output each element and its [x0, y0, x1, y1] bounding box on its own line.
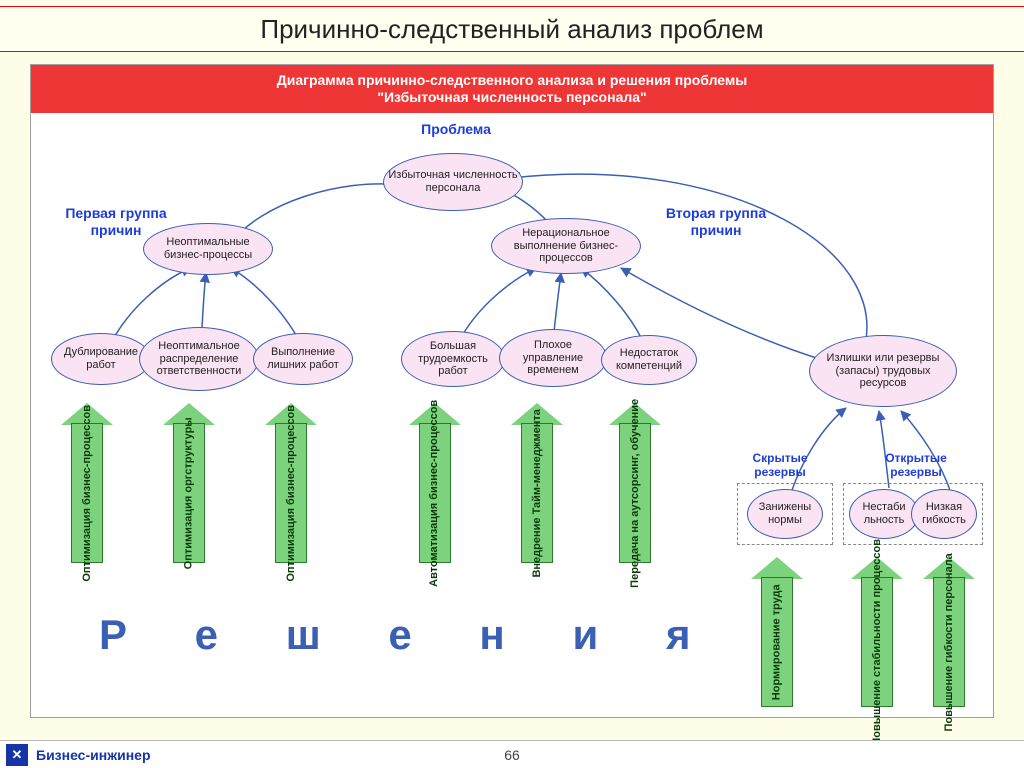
- footer-brand: Бизнес-инжинер: [36, 747, 151, 763]
- node-irrational: Нерациональное выполнение бизнес-процесс…: [491, 218, 641, 274]
- node-extra: Выполнение лишних работ: [253, 333, 353, 385]
- diagram-canvas: Проблема Первая группа причин Вторая гру…: [31, 113, 993, 717]
- arrow-automation: Автоматизация бизнес-процессов: [409, 403, 461, 563]
- node-dup: Дублирование работ: [51, 333, 151, 385]
- solutions-label: Р е ш е н и я: [99, 611, 718, 659]
- footer: ✕ Бизнес-инжинер 66: [0, 740, 1024, 768]
- node-norms: Занижены нормы: [747, 489, 823, 539]
- node-flex: Низкая гибкость: [911, 489, 977, 539]
- label-problem: Проблема: [401, 121, 511, 137]
- footer-page-number: 66: [504, 747, 520, 763]
- diagram-header: Диаграмма причинно-следственного анализа…: [31, 65, 993, 113]
- arrow-stability: Повышение стабильности процессов: [851, 557, 903, 707]
- arrow-outsourcing: Передача на аутсорсинг, обучение: [609, 403, 661, 563]
- label-open-reserves: Открытые резервы: [871, 451, 961, 480]
- slide: Причинно-следственный анализ проблем Диа…: [0, 0, 1024, 768]
- arrow-time-management: Внедрение Тайм-менеджмента: [511, 403, 563, 563]
- arrow-norming: Нормирование труда: [751, 557, 803, 707]
- arrow-flexibility: Повышение гибкости персонала: [923, 557, 975, 707]
- title-band: Причинно-следственный анализ проблем: [0, 6, 1024, 52]
- node-compet: Недостаток компетенций: [601, 335, 697, 385]
- footer-logo-icon: ✕: [6, 744, 28, 766]
- node-surplus: Излишки или резервы (запасы) трудовых ре…: [809, 335, 957, 407]
- header-line-2: "Избыточная численность персонала": [377, 89, 646, 107]
- node-root: Избыточная численность персонала: [383, 153, 523, 211]
- content-frame: Диаграмма причинно-следственного анализа…: [30, 64, 994, 718]
- label-group2: Вторая группа причин: [651, 205, 781, 239]
- node-distrib: Неоптимальное распределение ответственно…: [139, 327, 259, 391]
- header-line-1: Диаграмма причинно-следственного анализа…: [277, 72, 747, 90]
- slide-title: Причинно-следственный анализ проблем: [260, 14, 763, 45]
- arrow-opt-processes-1: Оптимизация бизнес-процессов: [61, 403, 113, 563]
- node-instab: Нестаби льность: [849, 489, 919, 539]
- node-time: Плохое управление временем: [499, 329, 607, 387]
- arrow-opt-processes-2: Оптимизация бизнес-процессов: [265, 403, 317, 563]
- label-hidden-reserves: Скрытые резервы: [735, 451, 825, 480]
- arrow-opt-orgstructure: Оптимизация оргструктуры: [163, 403, 215, 563]
- node-neoptimal: Неоптимальные бизнес-процессы: [143, 223, 273, 275]
- node-labor: Большая трудоемкость работ: [401, 331, 505, 387]
